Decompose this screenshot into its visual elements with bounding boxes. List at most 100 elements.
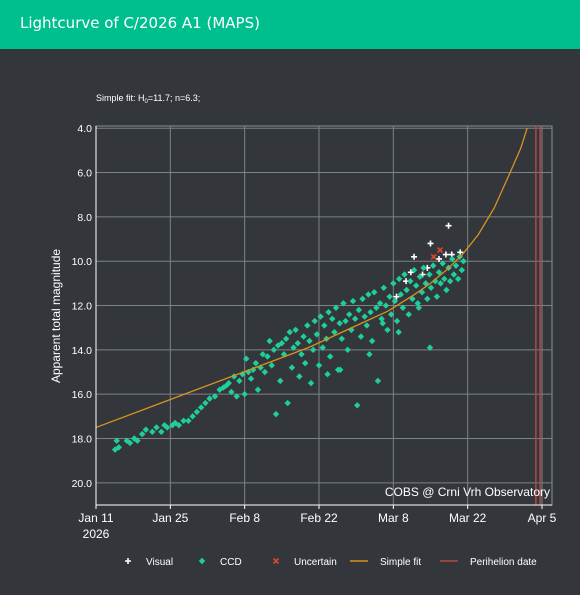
fit-curve [95, 128, 528, 429]
ccd-point [367, 308, 374, 316]
ccd-point [373, 304, 380, 311]
ccd-point [149, 428, 156, 436]
y-tick-label: 6.0 [77, 168, 92, 180]
ccd-point [296, 373, 303, 380]
ccd-point [337, 366, 344, 374]
x-tick-label-year: 2026 [83, 527, 110, 541]
ccd-point [452, 262, 460, 269]
ccd-point [298, 351, 305, 358]
ccd-point [366, 351, 373, 358]
ccd-point [284, 399, 291, 407]
ccd-point [363, 322, 370, 329]
ccd-point [329, 315, 336, 323]
ccd-point [458, 266, 466, 274]
ccd-point [236, 377, 243, 385]
ccd-point [319, 344, 326, 351]
ccd-point [272, 410, 280, 418]
ccd-point [429, 262, 437, 269]
legend-label: Visual [146, 557, 173, 568]
ccd-point [368, 337, 376, 345]
ccd-point [388, 311, 395, 318]
ccd-point [432, 277, 439, 285]
ccd-point [268, 362, 275, 369]
chart-panel [0, 49, 580, 595]
ccd-point [241, 390, 248, 398]
plot-border [95, 125, 553, 506]
ccd-point [306, 337, 313, 345]
ccd-point [443, 286, 450, 294]
ccd-point [354, 402, 361, 409]
ccd-point [399, 304, 407, 311]
fit-note-suffix: =11.7; n=6.3; [148, 93, 200, 103]
visual-point [435, 255, 442, 262]
legend-label: CCD [220, 557, 242, 568]
legend-marker-visual [125, 558, 131, 564]
ccd-point [282, 335, 290, 342]
ccd-point [211, 393, 219, 400]
ccd-point [233, 393, 240, 400]
legend-label: Perihelion date [470, 557, 537, 568]
y-tick-label: 8.0 [77, 212, 92, 224]
x-tick-label: Mar 22 [449, 511, 487, 525]
ccd-point [223, 382, 230, 389]
ccd-point [351, 315, 359, 323]
ccd-point [270, 346, 278, 354]
ccd-point [317, 313, 324, 320]
ccd-point [264, 353, 271, 360]
ccd-point [326, 353, 334, 360]
ccd-point [427, 284, 435, 291]
ccd-point [313, 331, 321, 338]
ccd-point [380, 284, 387, 291]
legend-label: Uncertain [294, 557, 337, 568]
ccd-point [332, 304, 340, 311]
ccd-point [315, 362, 323, 369]
ccd-point [266, 337, 273, 345]
y-tick-label: 16.0 [72, 389, 93, 401]
ccd-point [206, 395, 213, 402]
ccd-point [371, 289, 378, 296]
y-tick-label: 18.0 [72, 434, 93, 446]
ccd-point [441, 275, 448, 283]
ccd-point [278, 340, 286, 347]
ccd-point [290, 344, 297, 351]
visual-point [442, 251, 449, 258]
visual-point [411, 253, 418, 260]
ccd-point [189, 413, 196, 420]
simple-fit [95, 128, 528, 429]
ccd-point [142, 426, 150, 433]
ccd-point [365, 291, 372, 298]
ccd-point [197, 404, 205, 411]
legend-marker-ccd [198, 557, 206, 565]
ccd-point [397, 291, 404, 298]
page-title: Lightcurve of C/2026 A1 (MAPS) [20, 14, 260, 32]
ccd-point [437, 280, 444, 287]
grid [95, 125, 553, 506]
perihelion-lines [535, 126, 541, 505]
ccd-point [115, 444, 123, 451]
ccd-point [193, 408, 201, 416]
ccd-point [410, 266, 418, 274]
ccd-point [309, 346, 317, 354]
x-tick-label: Mar 8 [378, 511, 409, 525]
ccd-point [346, 311, 353, 318]
ccd-point [336, 320, 343, 327]
ccd-point [338, 335, 346, 342]
ccd-point [225, 379, 232, 387]
ccd-point [301, 359, 309, 367]
ccd-point [252, 359, 260, 367]
ccd-point [378, 315, 385, 323]
ccd-point [185, 417, 192, 424]
ccd-point [324, 371, 331, 378]
ccd-point [393, 317, 401, 325]
x-tick-label: Feb 22 [300, 511, 338, 525]
ccd-point [391, 297, 399, 305]
ccd-point [426, 271, 433, 278]
ccd-point [446, 277, 454, 285]
legend-marker-uncertain [272, 557, 280, 565]
ccd-point [435, 269, 443, 276]
x-tick-label: Jan 25 [152, 511, 188, 525]
ccd-point [311, 317, 318, 325]
ccd-point [426, 344, 434, 351]
ccd-point [433, 293, 441, 300]
ccd-point [277, 377, 284, 385]
